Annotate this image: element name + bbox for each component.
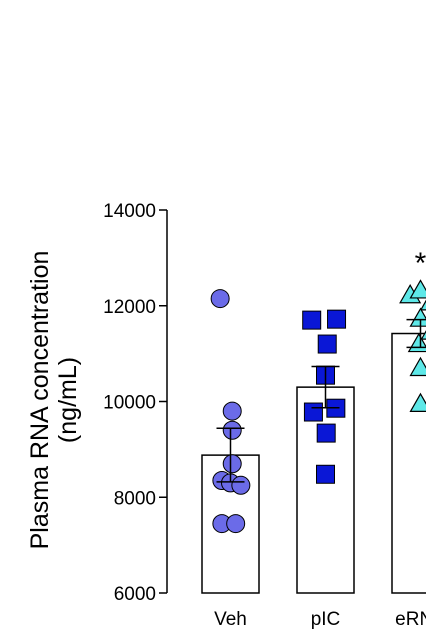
y-tick-label: 14000 xyxy=(103,201,156,222)
data-point xyxy=(222,454,242,474)
y-tick-label: 12000 xyxy=(103,297,156,318)
data-point xyxy=(316,464,335,484)
data-point xyxy=(210,289,230,309)
error-bars-layer xyxy=(216,318,426,483)
y-tick-label: 10000 xyxy=(103,393,156,414)
x-axis-labels: Veh pIC eRNA xyxy=(214,609,426,630)
data-point xyxy=(317,334,337,354)
y-axis: 6000 8000 10000 12000 14000 xyxy=(103,201,168,605)
x-tick-label: pIC xyxy=(311,609,341,630)
bar-erna xyxy=(391,332,426,594)
data-point xyxy=(222,420,242,440)
y-tick-label: 6000 xyxy=(114,584,156,605)
x-tick-label: eRNA xyxy=(395,609,426,630)
significance-marker: * xyxy=(415,247,426,280)
data-point xyxy=(226,514,246,534)
data-point xyxy=(222,401,242,421)
y-tick-label: 8000 xyxy=(114,488,156,509)
y-axis-label-line-1: Plasma RNA concentration xyxy=(26,251,54,550)
annotations-layer: * xyxy=(415,247,426,280)
y-axis-label: Plasma RNA concentration (ng/mL) xyxy=(26,251,82,550)
data-point xyxy=(409,307,426,327)
data-point xyxy=(316,423,336,443)
y-axis-label-line-2: (ng/mL) xyxy=(54,357,82,443)
x-tick-label: Veh xyxy=(214,609,247,630)
points-layer xyxy=(210,279,426,534)
data-point xyxy=(303,402,323,422)
data-point xyxy=(302,310,322,330)
data-point xyxy=(420,330,426,340)
data-point xyxy=(231,475,251,495)
data-point xyxy=(327,309,347,329)
